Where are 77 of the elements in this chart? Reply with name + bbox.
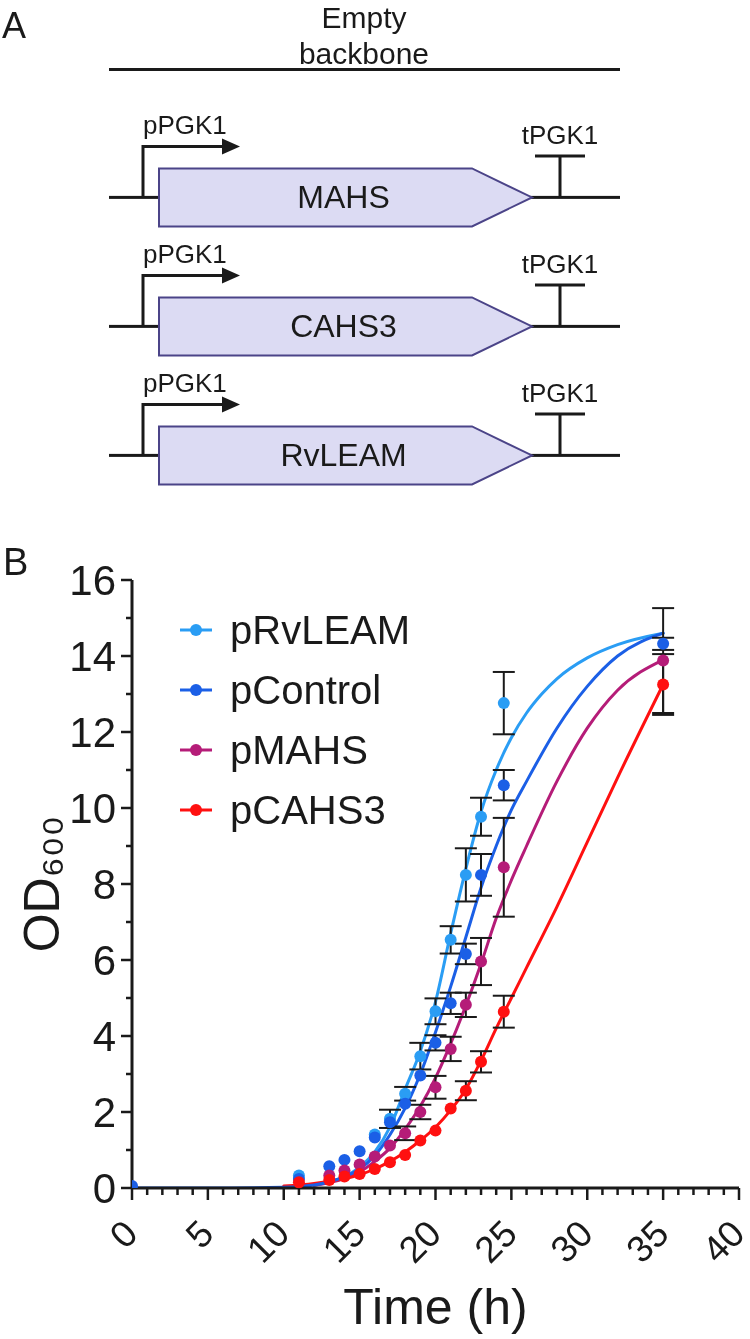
- y-axis-title: OD₆₀₀: [14, 815, 70, 953]
- point: [429, 1036, 442, 1049]
- y-tick-label: 4: [92, 1012, 116, 1060]
- point: [459, 998, 472, 1011]
- text: tPGK1: [521, 378, 599, 409]
- y-tick-label: 14: [69, 632, 116, 680]
- text: A: [2, 5, 27, 46]
- x-axis-title: Time (h): [343, 1279, 528, 1335]
- point: [383, 1116, 396, 1129]
- point: [444, 933, 457, 946]
- x-tick-label: 25: [466, 1212, 525, 1271]
- x-tick-label: 20: [390, 1212, 449, 1271]
- point: [368, 1150, 381, 1163]
- text: pPGK1: [143, 110, 227, 141]
- point: [459, 1084, 472, 1097]
- text: Empty backbone: [297, 0, 431, 72]
- point: [429, 1081, 442, 1094]
- x-tick-label: 35: [618, 1212, 677, 1271]
- text: pPGK1: [143, 239, 227, 270]
- point: [338, 1153, 351, 1166]
- point: [475, 868, 488, 881]
- point: [444, 997, 457, 1010]
- point: [657, 654, 670, 667]
- point: [497, 779, 510, 792]
- point: [475, 1055, 488, 1068]
- y-tick-label: 2: [92, 1088, 116, 1136]
- point: [414, 1050, 427, 1063]
- chart-title: B: [3, 541, 29, 583]
- point: [429, 1005, 442, 1018]
- point: [399, 1097, 412, 1110]
- point: [368, 1163, 381, 1175]
- point: [292, 1176, 305, 1188]
- x-tick-label: 15: [315, 1212, 374, 1271]
- text: tPGK1: [521, 249, 599, 280]
- point: [414, 1069, 427, 1082]
- y-tick-label: 6: [92, 936, 116, 984]
- legend-label: pControl: [230, 667, 382, 713]
- y-tick-label: 12: [69, 708, 116, 756]
- legend-label: pMAHS: [230, 727, 368, 773]
- text: tPGK1: [521, 120, 599, 151]
- y-tick-label: 10: [69, 784, 116, 832]
- text: pPGK1: [143, 368, 227, 399]
- point: [383, 1156, 396, 1169]
- x-tick-label: 5: [177, 1212, 222, 1257]
- point: [383, 1139, 396, 1152]
- point: [444, 1102, 457, 1115]
- x-tick-label: 40: [694, 1212, 750, 1271]
- point: [399, 1087, 412, 1100]
- point: [338, 1170, 351, 1183]
- text: MAHS: [297, 179, 390, 216]
- point: [444, 1042, 457, 1055]
- legend-label: pRvLEAM: [230, 607, 411, 653]
- y-tick-label: 0: [92, 1164, 116, 1212]
- point: [429, 1124, 442, 1137]
- point: [414, 1134, 427, 1147]
- x-tick-label: 30: [542, 1212, 601, 1271]
- point: [353, 1167, 366, 1180]
- point: [459, 868, 472, 881]
- text: RvLEAM: [280, 437, 407, 474]
- point: [459, 947, 472, 960]
- point: [497, 697, 510, 710]
- point: [657, 678, 670, 691]
- point: [323, 1174, 336, 1187]
- point: [353, 1145, 366, 1158]
- point: [399, 1127, 412, 1140]
- point: [475, 955, 488, 968]
- point: [497, 861, 510, 874]
- point: [657, 637, 670, 650]
- y-tick-label: 8: [92, 860, 116, 908]
- text: CAHS3: [290, 308, 397, 345]
- point: [497, 1005, 510, 1018]
- point: [414, 1106, 427, 1118]
- point: [399, 1148, 412, 1161]
- point: [475, 810, 488, 823]
- legend-label: pCAHS3: [230, 787, 386, 833]
- x-tick-label: 10: [239, 1212, 298, 1271]
- y-tick-label: 16: [69, 556, 116, 604]
